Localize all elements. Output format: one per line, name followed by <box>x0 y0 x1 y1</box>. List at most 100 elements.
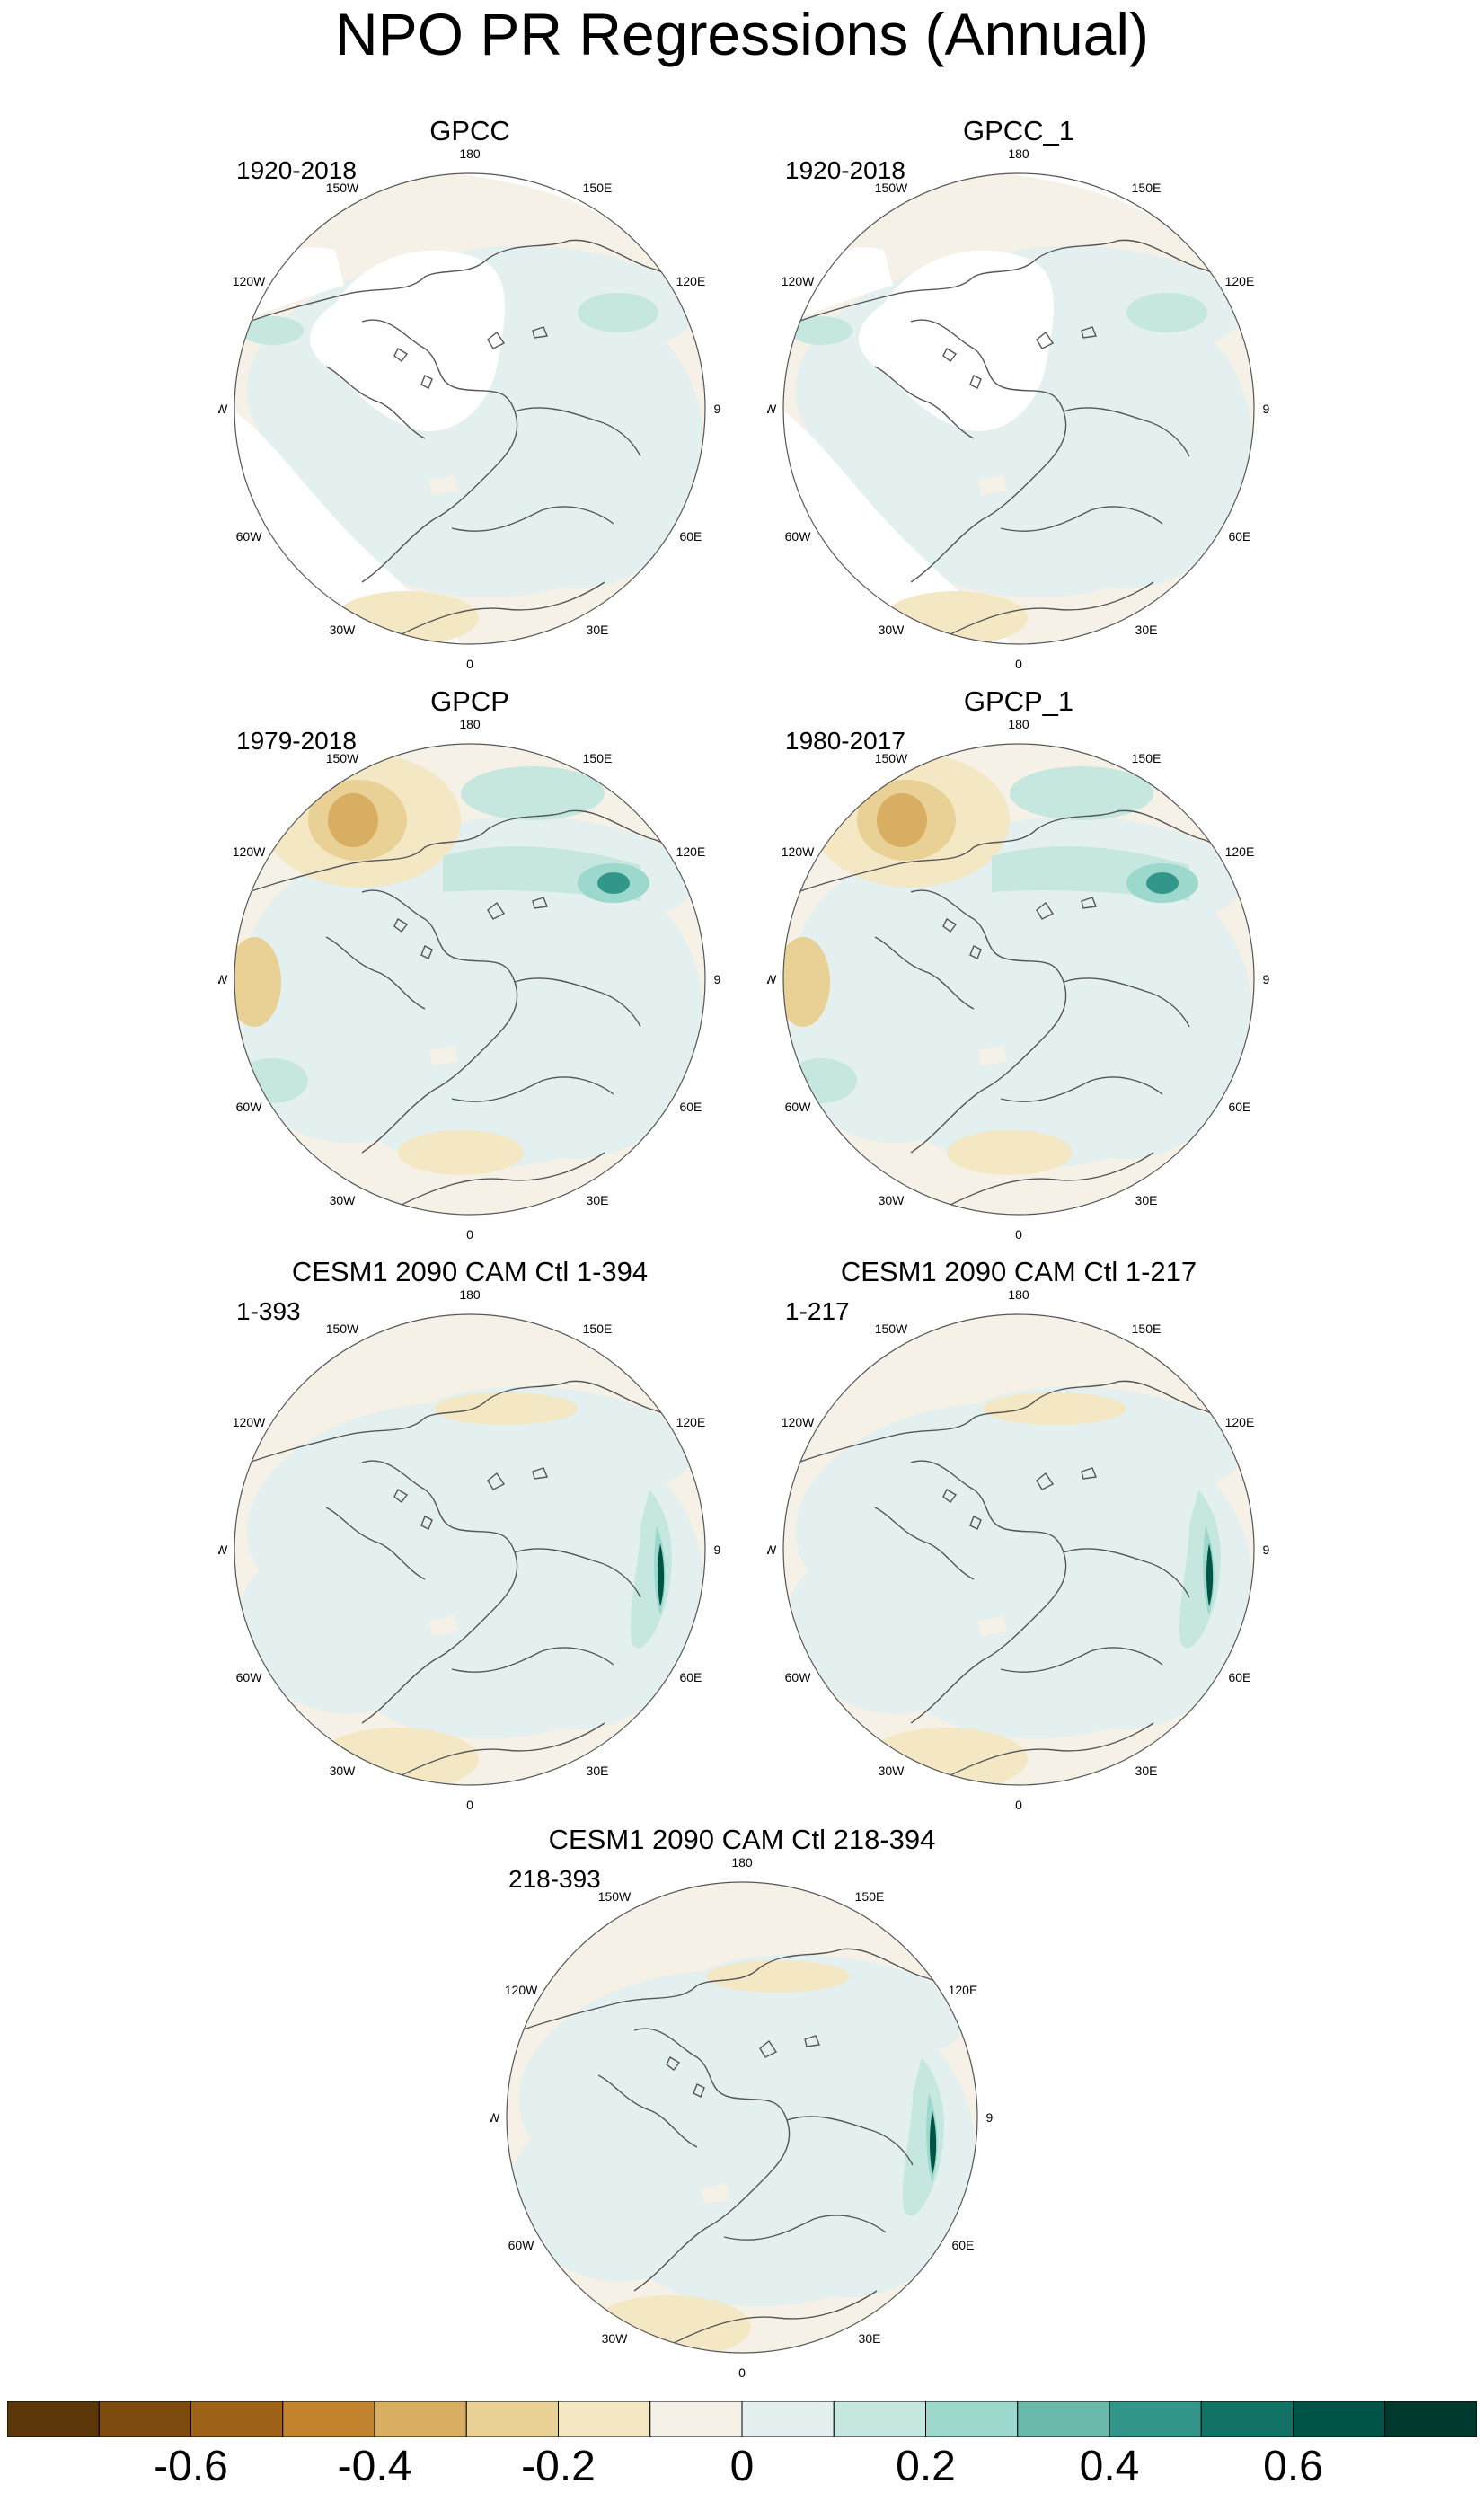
longitude-label: 150W <box>326 181 359 195</box>
coastlines <box>784 1380 1235 1778</box>
polar-map: 180 150E 120E 90E 60E 30E 0 30W 60W 90W 120W 150W <box>767 1287 1270 1812</box>
anomaly-patch <box>930 2111 937 2174</box>
longitude-label: 30W <box>879 1764 905 1778</box>
map-boundary <box>234 743 706 1216</box>
anomaly-patch <box>362 490 614 597</box>
anomaly-patch <box>317 1728 479 1785</box>
panel-title: GPCC_1 <box>962 115 1075 146</box>
panel-period-label: 1-393 <box>236 1297 301 1325</box>
longitude-label: 0 <box>738 2365 746 2380</box>
colorbar-swatch <box>1384 2400 1478 2438</box>
panel-title: CESM1 2090 CAM Ctl 1-217 <box>840 1256 1197 1287</box>
longitude-label: 60W <box>236 529 263 544</box>
longitude-label: 60W <box>236 1100 263 1114</box>
longitude-label: 60W <box>785 529 812 544</box>
longitude-label: 150E <box>583 181 613 195</box>
anomaly-patch <box>578 293 658 332</box>
longitude-label: 180 <box>459 717 481 731</box>
map-panel: CESM1 2090 CAM Ctl 1-394 1-393 180 150E 120E… <box>218 1256 721 1822</box>
longitude-label: 0 <box>1015 1227 1022 1242</box>
longitude-label: 60E <box>1228 1670 1250 1684</box>
panel-title: CESM1 2090 CAM Ctl 218-394 <box>548 1824 936 1855</box>
longitude-label: 150E <box>583 751 613 765</box>
longitude-label: 0 <box>1015 657 1022 671</box>
map-fill <box>507 1882 977 2353</box>
anomaly-patch <box>1010 766 1153 820</box>
longitude-label: 30W <box>330 1764 357 1778</box>
longitude-label: 0 <box>466 1798 473 1812</box>
colorbar-tick-label: -0.2 <box>521 2443 596 2490</box>
colorbar-swatches <box>6 2400 1478 2438</box>
anomaly-patch <box>398 1130 524 1175</box>
anomaly-patch <box>884 591 1028 644</box>
colorbar-tick-label: 0.2 <box>896 2443 956 2490</box>
map-panel: CESM1 2090 CAM Ctl 218-394 218-393 180 150E… <box>490 1824 994 2390</box>
longitude-label: 30W <box>602 2331 629 2346</box>
map-fill <box>234 744 705 1215</box>
panel-period-label: 1-217 <box>785 1297 850 1325</box>
anomaly-patch <box>911 490 1162 597</box>
longitude-label: 60W <box>785 1100 812 1114</box>
longitude-label: 30E <box>1135 1193 1158 1207</box>
longitude-label: 60E <box>951 2238 974 2252</box>
longitude-label: 90E <box>714 402 721 416</box>
anomaly-patch <box>866 1728 1028 1785</box>
map-fill <box>234 1314 705 1785</box>
colorbar-swatch <box>1109 2400 1202 2438</box>
longitude-label: 120E <box>676 1415 706 1429</box>
anomaly-patch <box>983 1392 1126 1425</box>
longitude-label: 150E <box>1132 1322 1162 1336</box>
longitude-label: 60W <box>785 1670 812 1684</box>
map-panel: GPCC 1920-2018 180 150E 120E 90E 60E 30E 0 30W 60W… <box>218 115 721 681</box>
longitude-label: 150W <box>326 751 359 765</box>
panel-title: CESM1 2090 CAM Ctl 1-394 <box>291 1256 649 1287</box>
anomaly-patch <box>328 793 378 847</box>
anomaly-patch <box>877 793 927 847</box>
map-panel: CESM1 2090 CAM Ctl 1-217 1-217 180 150E 120E… <box>767 1256 1270 1822</box>
longitude-label: 120W <box>233 844 266 859</box>
longitude-label: 60W <box>236 1670 263 1684</box>
longitude-label: 180 <box>1008 717 1029 731</box>
longitude-label: 150W <box>875 1322 908 1336</box>
anomaly-patch <box>461 766 605 820</box>
polar-map: 180 150E 120E 90E 60E 30E 0 30W 60W 90W 120W 150W <box>218 1287 721 1812</box>
polar-map: 180 150E 120E 90E 60E 30E 0 30W 60W 90W 120W 150W <box>218 717 721 1242</box>
longitude-label: 90W <box>490 2110 500 2125</box>
colorbar: -0.6 -0.4 -0.2 0 0.2 0.4 0.6 <box>6 2400 1478 2491</box>
longitude-label: 120W <box>505 1983 538 1997</box>
polar-map: 180 150E 120E 90E 60E 30E 0 30W 60W 90W 120W 150W <box>767 146 1270 671</box>
map-boundary <box>782 1313 1255 1786</box>
coastlines <box>508 1948 958 2346</box>
colorbar-swatch <box>649 2400 743 2438</box>
longitude-label: 30E <box>587 623 609 637</box>
longitude-label: 180 <box>459 1287 481 1302</box>
longitude-label: 150W <box>875 751 908 765</box>
colorbar-swatch <box>925 2400 1019 2438</box>
map-panel: GPCC_1 1920-2018 180 150E 120E 90E 60E 30E 0 30W 6… <box>767 115 1270 681</box>
map-fill <box>783 1314 1254 1785</box>
longitude-label: 90E <box>1263 402 1270 416</box>
longitude-label: 120E <box>1225 1415 1255 1429</box>
anomaly-patch <box>783 937 830 1027</box>
anomaly-patch <box>1206 1543 1214 1606</box>
anomaly-patch <box>335 591 479 644</box>
colorbar-swatch <box>1293 2400 1386 2438</box>
longitude-label: 120W <box>782 844 815 859</box>
longitude-label: 120W <box>233 274 266 288</box>
longitude-label: 180 <box>1008 1287 1029 1302</box>
longitude-label: 60W <box>508 2238 535 2252</box>
longitude-label: 60E <box>1228 529 1250 544</box>
coastlines <box>235 239 686 637</box>
longitude-label: 120W <box>782 1415 815 1429</box>
colorbar-swatch <box>741 2400 835 2438</box>
colorbar-swatch <box>1017 2400 1110 2438</box>
colorbar-swatch <box>282 2400 375 2438</box>
colorbar-swatch <box>833 2400 926 2438</box>
colorbar-tick-label: 0.6 <box>1263 2443 1323 2490</box>
longitude-label: 30E <box>587 1764 609 1778</box>
map-fill <box>783 173 1254 644</box>
map-panel: GPCP 1979-2018 180 150E 120E 90E 60E 30E 0 30W 60W… <box>218 685 721 1251</box>
longitude-label: 90E <box>714 972 721 986</box>
longitude-label: 90E <box>1263 1543 1270 1557</box>
colorbar-tick-label: -0.6 <box>154 2443 228 2490</box>
